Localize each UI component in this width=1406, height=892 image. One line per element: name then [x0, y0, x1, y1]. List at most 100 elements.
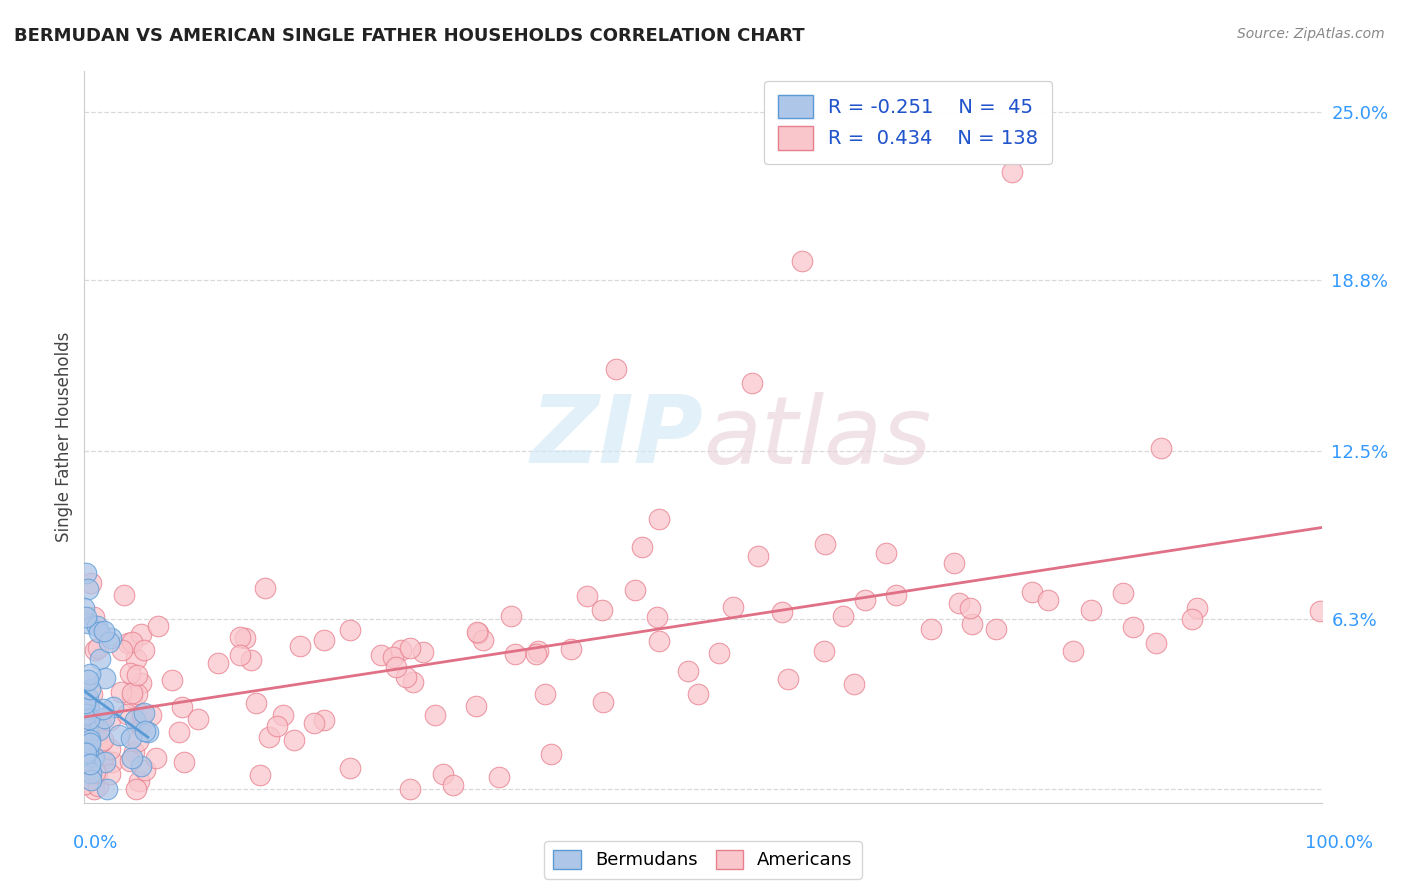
- Point: [77, 673, 100, 688]
- Point: [591, 603, 613, 617]
- Point: [1144, 636, 1167, 650]
- Point: [129, 627, 152, 641]
- Point: [624, 583, 647, 598]
- Point: [127, 687, 149, 701]
- Point: [339, 761, 361, 775]
- Point: [842, 677, 865, 691]
- Point: [592, 695, 614, 709]
- Point: [89, 624, 111, 639]
- Point: [121, 686, 143, 700]
- Point: [89, 714, 111, 729]
- Point: [412, 645, 434, 659]
- Point: [93, 624, 115, 639]
- Point: [128, 717, 150, 731]
- Point: [723, 600, 745, 615]
- Point: [648, 633, 671, 648]
- Point: [80, 766, 103, 780]
- Point: [240, 653, 263, 667]
- Point: [75, 566, 97, 580]
- Point: [339, 623, 361, 637]
- Point: [560, 641, 582, 656]
- Point: [111, 642, 134, 657]
- Point: [83, 610, 105, 624]
- Point: [87, 779, 110, 793]
- Point: [128, 774, 150, 789]
- Point: [86, 766, 108, 780]
- Point: [960, 616, 983, 631]
- Point: [77, 702, 100, 716]
- Point: [118, 665, 141, 680]
- Point: [96, 782, 118, 797]
- Point: [134, 763, 156, 777]
- Point: [87, 640, 110, 655]
- Point: [134, 723, 156, 738]
- Point: [747, 549, 769, 563]
- Point: [283, 732, 305, 747]
- Point: [100, 632, 122, 646]
- Point: [1181, 612, 1204, 626]
- Point: [98, 742, 121, 756]
- Point: [1062, 644, 1084, 658]
- Point: [832, 609, 855, 624]
- Point: [233, 632, 256, 646]
- Point: [80, 772, 103, 787]
- Legend: Bermudans, Americans: Bermudans, Americans: [544, 841, 862, 879]
- Point: [101, 756, 124, 770]
- Point: [394, 670, 416, 684]
- Text: Source: ZipAtlas.com: Source: ZipAtlas.com: [1237, 27, 1385, 41]
- Point: [100, 713, 122, 727]
- Point: [1038, 593, 1060, 607]
- Point: [121, 690, 143, 704]
- Point: [93, 711, 115, 725]
- Point: [77, 701, 100, 715]
- Point: [146, 618, 169, 632]
- Point: [120, 731, 142, 745]
- Point: [647, 512, 669, 526]
- Point: [245, 696, 267, 710]
- Point: [984, 623, 1007, 637]
- Point: [249, 767, 271, 781]
- Point: [312, 632, 335, 647]
- Point: [127, 734, 149, 748]
- Point: [398, 640, 420, 655]
- Point: [83, 765, 105, 780]
- Point: [229, 630, 252, 644]
- Point: [80, 709, 103, 723]
- Point: [207, 656, 229, 670]
- Point: [630, 540, 652, 554]
- Point: [86, 619, 108, 633]
- Point: [167, 725, 190, 739]
- Point: [399, 782, 422, 797]
- Point: [124, 713, 146, 727]
- Point: [1112, 586, 1135, 600]
- Point: [257, 730, 280, 744]
- Point: [441, 778, 464, 792]
- Point: [134, 706, 156, 720]
- Point: [73, 746, 96, 760]
- Point: [229, 648, 252, 662]
- Point: [122, 745, 145, 759]
- Point: [129, 716, 152, 731]
- Point: [1021, 585, 1043, 599]
- Point: [94, 671, 117, 685]
- Point: [813, 644, 835, 658]
- Point: [73, 601, 96, 615]
- Point: [79, 732, 101, 747]
- Point: [162, 673, 184, 687]
- Point: [488, 770, 510, 784]
- Point: [370, 648, 392, 662]
- Point: [676, 664, 699, 678]
- Point: [266, 719, 288, 733]
- Point: [77, 615, 100, 630]
- Point: [77, 722, 100, 736]
- Point: [117, 636, 139, 650]
- Point: [75, 746, 97, 760]
- Point: [814, 536, 837, 550]
- Point: [77, 582, 100, 596]
- Point: [77, 731, 100, 745]
- Point: [139, 707, 162, 722]
- Point: [942, 556, 965, 570]
- Point: [91, 733, 114, 747]
- Point: [499, 609, 522, 624]
- Point: [1122, 619, 1144, 633]
